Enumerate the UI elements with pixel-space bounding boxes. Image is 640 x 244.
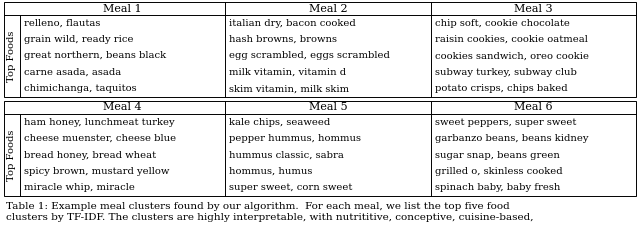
Bar: [4, 101, 636, 196]
Text: Meal 6: Meal 6: [514, 102, 553, 112]
Text: cookies sandwich, oreo cookie: cookies sandwich, oreo cookie: [435, 51, 589, 61]
Text: grilled o, skinless cooked: grilled o, skinless cooked: [435, 167, 563, 176]
Text: grain wild, ready rice: grain wild, ready rice: [24, 35, 134, 44]
Text: italian dry, bacon cooked: italian dry, bacon cooked: [229, 19, 356, 28]
Text: kale chips, seaweed: kale chips, seaweed: [229, 118, 331, 127]
Text: relleno, flautas: relleno, flautas: [24, 19, 100, 28]
Text: chimichanga, taquitos: chimichanga, taquitos: [24, 84, 136, 93]
Text: carne asada, asada: carne asada, asada: [24, 68, 121, 77]
Text: raisin cookies, cookie oatmeal: raisin cookies, cookie oatmeal: [435, 35, 588, 44]
Text: miracle whip, miracle: miracle whip, miracle: [24, 183, 135, 192]
Text: Top Foods: Top Foods: [8, 129, 17, 181]
Text: Table 1: Example meal clusters found by our algorithm.  For each meal, we list t: Table 1: Example meal clusters found by …: [6, 202, 509, 211]
Text: subway turkey, subway club: subway turkey, subway club: [435, 68, 577, 77]
Text: pepper hummus, hommus: pepper hummus, hommus: [229, 134, 362, 143]
Bar: [4, 2, 636, 97]
Text: clusters by TF-IDF. The clusters are highly interpretable, with nutrititive, con: clusters by TF-IDF. The clusters are hig…: [6, 213, 534, 222]
Text: spicy brown, mustard yellow: spicy brown, mustard yellow: [24, 167, 170, 176]
Text: cheese muenster, cheese blue: cheese muenster, cheese blue: [24, 134, 176, 143]
Text: sugar snap, beans green: sugar snap, beans green: [435, 151, 559, 160]
Text: garbanzo beans, beans kidney: garbanzo beans, beans kidney: [435, 134, 588, 143]
Text: skim vitamin, milk skim: skim vitamin, milk skim: [229, 84, 349, 93]
Text: Meal 2: Meal 2: [308, 3, 348, 13]
Text: great northern, beans black: great northern, beans black: [24, 51, 166, 61]
Text: egg scrambled, eggs scrambled: egg scrambled, eggs scrambled: [229, 51, 390, 61]
Text: bread honey, bread wheat: bread honey, bread wheat: [24, 151, 156, 160]
Text: Meal 3: Meal 3: [514, 3, 553, 13]
Text: ham honey, lunchmeat turkey: ham honey, lunchmeat turkey: [24, 118, 175, 127]
Text: potato crisps, chips baked: potato crisps, chips baked: [435, 84, 567, 93]
Text: milk vitamin, vitamin d: milk vitamin, vitamin d: [229, 68, 346, 77]
Text: sweet peppers, super sweet: sweet peppers, super sweet: [435, 118, 576, 127]
Text: chip soft, cookie chocolate: chip soft, cookie chocolate: [435, 19, 570, 28]
Text: hash browns, browns: hash browns, browns: [229, 35, 337, 44]
Text: hommus, humus: hommus, humus: [229, 167, 313, 176]
Text: Meal 5: Meal 5: [308, 102, 348, 112]
Text: super sweet, corn sweet: super sweet, corn sweet: [229, 183, 353, 192]
Text: spinach baby, baby fresh: spinach baby, baby fresh: [435, 183, 560, 192]
Text: Meal 1: Meal 1: [103, 3, 142, 13]
Text: hummus classic, sabra: hummus classic, sabra: [229, 151, 344, 160]
Text: Top Foods: Top Foods: [8, 30, 17, 82]
Text: Meal 4: Meal 4: [103, 102, 142, 112]
